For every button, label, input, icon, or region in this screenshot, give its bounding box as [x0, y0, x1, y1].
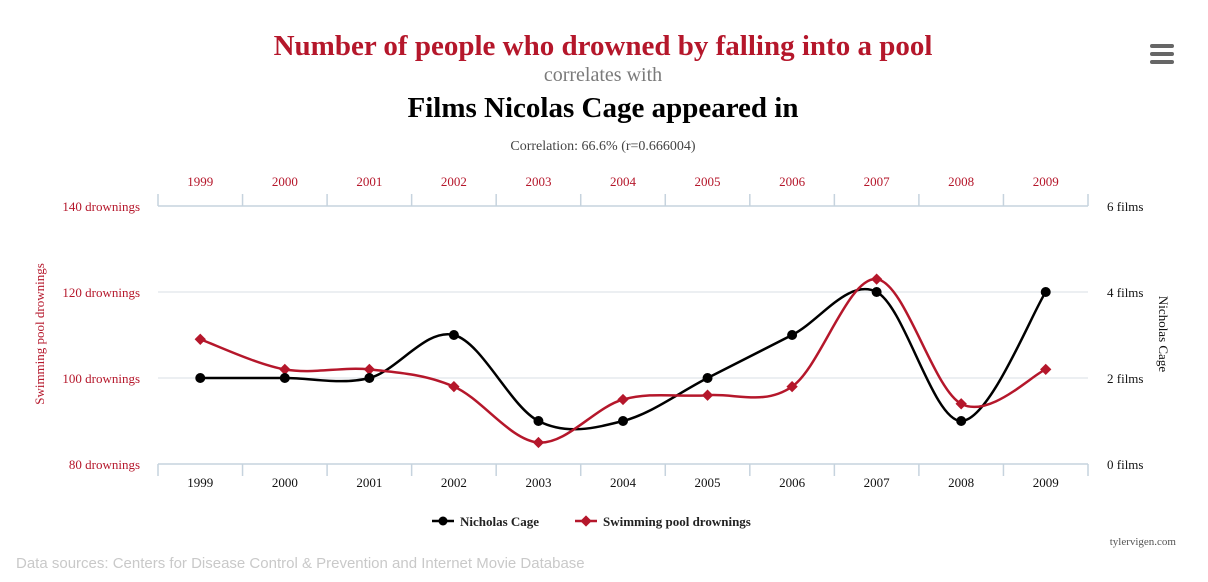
data-point-drownings	[701, 389, 714, 401]
y-right-tick-label: 6 films	[1107, 199, 1143, 214]
data-point-cage	[448, 330, 459, 340]
x-top-tick-label: 2001	[356, 174, 382, 189]
data-point-cage	[195, 373, 206, 383]
y-left-axis-title: Swimming pool drownings	[32, 263, 47, 405]
legend-label-cage: Nicholas Cage	[460, 514, 539, 529]
x-top-tick-label: 2005	[695, 174, 721, 189]
x-bottom-tick-label: 2002	[441, 475, 467, 490]
series-line-cage	[200, 288, 1047, 431]
series-line-drownings	[199, 277, 1047, 444]
legend-marker-cage	[438, 516, 448, 526]
y-right-tick-label: 0 films	[1107, 457, 1143, 472]
data-point-drownings	[870, 273, 883, 285]
chart-title-line3: Films Nicolas Cage appeared in	[407, 92, 799, 124]
data-point-drownings	[363, 363, 376, 376]
x-top-tick-label: 2006	[779, 174, 806, 189]
x-bottom-tick-label: 2001	[356, 475, 382, 490]
data-point-cage	[871, 287, 882, 297]
data-point-drownings	[955, 398, 967, 410]
data-point-cage	[787, 330, 798, 340]
x-top-tick-label: 2009	[1033, 174, 1059, 189]
data-point-drownings	[279, 363, 291, 376]
credit-text[interactable]: tylervigen.com	[1109, 536, 1176, 548]
y-left-tick-label: 80 drownings	[69, 457, 140, 472]
chart-title-line1: Number of people who drowned by falling …	[273, 30, 933, 62]
x-bottom-tick-label: 2003	[525, 475, 551, 490]
legend-marker-drownings	[580, 515, 592, 527]
data-point-drownings	[1040, 363, 1052, 376]
x-bottom-tick-label: 2005	[695, 475, 721, 490]
chart-svg: 80 drownings 100 drownings 120 drownings 14…	[32, 174, 1171, 529]
data-point-drownings	[194, 333, 206, 345]
y-right-axis-title: Nicholas Cage	[1156, 296, 1171, 372]
data-point-cage	[279, 373, 290, 383]
data-point-cage	[702, 373, 713, 383]
data-point-cage	[1040, 287, 1051, 297]
x-bottom-tick-label: 2000	[272, 475, 298, 490]
x-bottom-tick-label: 2009	[1033, 475, 1059, 490]
x-top-tick-label: 2007	[864, 174, 891, 189]
y-left-tick-label: 140 drownings	[62, 199, 140, 214]
y-right-tick-label: 4 films	[1107, 285, 1143, 300]
x-top-tick-label: 2004	[610, 174, 637, 189]
hamburger-menu-icon[interactable]	[1150, 44, 1174, 64]
x-top-tick-label: 2002	[441, 174, 467, 189]
x-bottom-tick-label: 2007	[864, 475, 891, 490]
data-point-cage	[618, 416, 628, 426]
data-point-drownings	[532, 436, 545, 449]
data-point-drownings	[617, 393, 629, 406]
correlation-text: Correlation: 66.6% (r=0.666004)	[510, 139, 696, 154]
x-top-tick-label: 2003	[525, 174, 551, 189]
x-bottom-tick-label: 1999	[187, 475, 213, 490]
data-point-cage	[364, 373, 375, 383]
x-bottom-tick-label: 2004	[610, 475, 637, 490]
y-right-tick-label: 2 films	[1107, 371, 1143, 386]
legend-label-drownings: Swimming pool drownings	[603, 514, 751, 529]
data-point-cage	[533, 416, 544, 426]
x-top-tick-label: 2000	[272, 174, 298, 189]
y-left-tick-label: 100 drownings	[62, 371, 140, 386]
x-top-tick-label: 2008	[948, 174, 974, 189]
x-bottom-tick-label: 2008	[948, 475, 974, 490]
x-top-tick-label: 1999	[187, 174, 213, 189]
data-point-drownings	[786, 380, 798, 393]
chart-title-connector: correlates with	[543, 64, 663, 86]
x-bottom-tick-label: 2006	[779, 475, 806, 490]
data-point-cage	[956, 416, 967, 426]
y-left-tick-label: 120 drownings	[62, 285, 140, 300]
data-sources-text: Data sources: Centers for Disease Contro…	[16, 555, 585, 572]
data-point-drownings	[448, 380, 460, 393]
